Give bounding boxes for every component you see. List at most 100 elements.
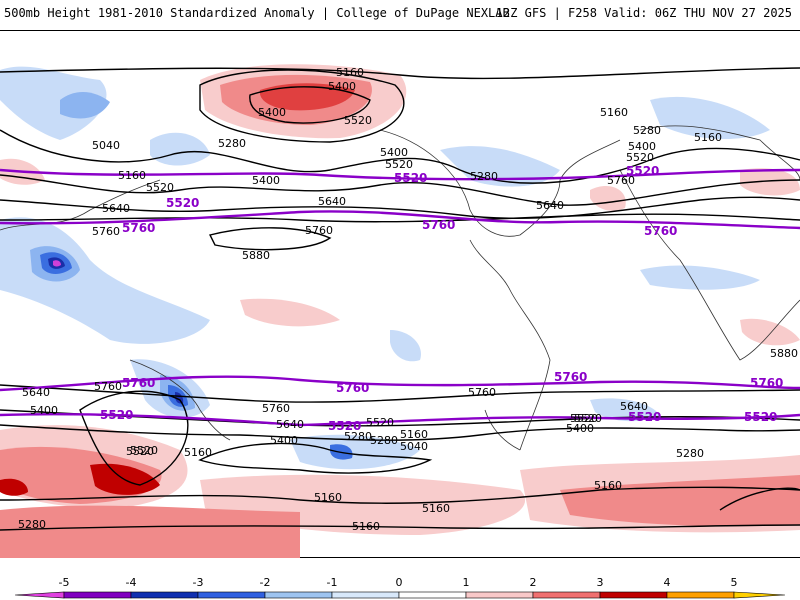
colorbar-swatch: [63, 591, 132, 599]
ref-contour-label: 5520: [100, 408, 133, 422]
ref-contour-label: 5520: [744, 410, 777, 424]
contour-label: 5160: [694, 131, 722, 144]
contour-label: 5160: [600, 106, 628, 119]
colorbar-swatch: [331, 591, 400, 599]
contour-label: 5760: [94, 380, 122, 393]
contour-label: 5280: [470, 170, 498, 183]
contour-label: 5880: [242, 249, 270, 262]
contour-label: 5280: [370, 434, 398, 447]
contour-label: 5520: [385, 158, 413, 171]
contour-label: 5160: [314, 491, 342, 504]
contour-label: 5760: [305, 224, 333, 237]
contour-label: 5040: [400, 440, 428, 453]
colorbar-tick-label: 0: [396, 576, 403, 589]
colorbar-swatch: [599, 591, 668, 599]
contour-label: 5400: [258, 106, 286, 119]
ref-contour-label: 5760: [554, 370, 587, 384]
contour-label: 5760: [92, 225, 120, 238]
contour-label: 5520: [570, 412, 598, 425]
contour-label: 5520: [130, 444, 158, 457]
contour-label: 5160: [336, 66, 364, 79]
contour-label: 5280: [218, 137, 246, 150]
reference-contours: [0, 168, 800, 427]
ref-contour-label: 5520: [628, 410, 661, 424]
colorbar-swatch: [130, 591, 199, 599]
contour-label: 5280: [18, 518, 46, 531]
colorbar-tick-label: 4: [664, 576, 671, 589]
ref-contour-label: 5520: [166, 196, 199, 210]
contour-label: 5640: [102, 202, 130, 215]
colorbar-tick-label: -4: [126, 576, 137, 589]
anomaly-map: 5160 5400 5520 5400 5280 5040 5160 5520 …: [0, 64, 800, 558]
contour-label: 5400: [566, 422, 594, 435]
ref-contour-label: 5760: [750, 376, 783, 390]
contour-label: 5160: [400, 428, 428, 441]
contour-label: 5400: [380, 146, 408, 159]
contour-labels: 5160 5400 5520 5400 5280 5040 5160 5520 …: [18, 66, 798, 533]
contour-label: 5160: [184, 446, 212, 459]
contour-label: 5040: [92, 139, 120, 152]
contour-label: 5520: [344, 114, 372, 127]
contour-label: 5160: [594, 479, 622, 492]
contour-label: 5280: [633, 124, 661, 137]
contour-label: 5400: [328, 80, 356, 93]
positive-anomaly-shading: [0, 64, 800, 558]
colorbar-tick-label: -5: [59, 576, 70, 589]
colorbar-swatch: [264, 591, 333, 599]
contour-label: 5280: [676, 447, 704, 460]
contour-label: 5760: [607, 174, 635, 187]
colorbar-swatch: [733, 591, 786, 599]
ref-contour-label: 5760: [122, 221, 155, 235]
colorbar-swatch: [465, 591, 534, 599]
contour-label: 5160: [352, 520, 380, 533]
ref-contour-label: 5760: [422, 218, 455, 232]
ref-contour-label: 5520: [328, 419, 361, 433]
map-title: 500mb Height 1981-2010 Standardized Anom…: [4, 6, 510, 20]
contour-label: 5520: [626, 151, 654, 164]
contour-label: 5760: [468, 386, 496, 399]
ref-contour-label: 5760: [644, 224, 677, 238]
ref-contour-label: 5520: [626, 164, 659, 178]
contour-label: 5640: [318, 195, 346, 208]
contour-label: 5400: [252, 174, 280, 187]
anomaly-colorbar: -5 -4 -3 -2 -1 0 1 2 3 4 5: [14, 576, 786, 599]
colorbar-swatch: [666, 591, 735, 599]
colorbar-swatch: [197, 591, 266, 599]
colorbar-tick-label: -1: [327, 576, 338, 589]
contour-label: 5400: [270, 434, 298, 447]
contour-label: 5160: [118, 169, 146, 182]
model-run-info: 12Z GFS | F258 Valid: 06Z THU NOV 27 202…: [495, 6, 792, 20]
contour-label: 5520: [126, 445, 154, 458]
colorbar-swatch: [14, 591, 65, 599]
ref-contour-label: 5760: [336, 381, 369, 395]
colorbar-tick-label: 5: [731, 576, 738, 589]
colorbar-tick-label: 1: [463, 576, 470, 589]
contour-label: 5400: [628, 140, 656, 153]
ref-contour-label: 5520: [394, 171, 427, 185]
contour-label: 5400: [30, 404, 58, 417]
colorbar-swatch: [398, 591, 467, 599]
colorbar-swatches: [14, 591, 786, 599]
colorbar-swatch: [532, 591, 601, 599]
ref-contour-label: 5760: [122, 376, 155, 390]
contour-label: 5280: [344, 430, 372, 443]
coastlines: [0, 125, 800, 451]
contour-label: 5520: [366, 416, 394, 429]
colorbar-tick-label: 3: [597, 576, 604, 589]
contour-label: 5160: [422, 502, 450, 515]
colorbar-tick-label: -2: [260, 576, 271, 589]
contour-label: 5760: [262, 402, 290, 415]
contour-label: 5640: [620, 400, 648, 413]
negative-anomaly-shading: [0, 66, 770, 470]
contour-label: 5520: [146, 181, 174, 194]
colorbar-tick-label: -3: [193, 576, 204, 589]
colorbar-tick-labels: -5 -4 -3 -2 -1 0 1 2 3 4 5: [59, 576, 738, 589]
contour-label: 5640: [536, 199, 564, 212]
contour-label: 5880: [770, 347, 798, 360]
contour-label: 5640: [276, 418, 304, 431]
map-frame: [0, 30, 800, 558]
contour-label: 5640: [22, 386, 50, 399]
reference-contour-labels: 5520 5760 5520 5760 5520 5760 5760 5520 …: [100, 164, 783, 433]
colorbar-tick-label: 2: [530, 576, 537, 589]
contour-label: 5520: [574, 412, 602, 425]
